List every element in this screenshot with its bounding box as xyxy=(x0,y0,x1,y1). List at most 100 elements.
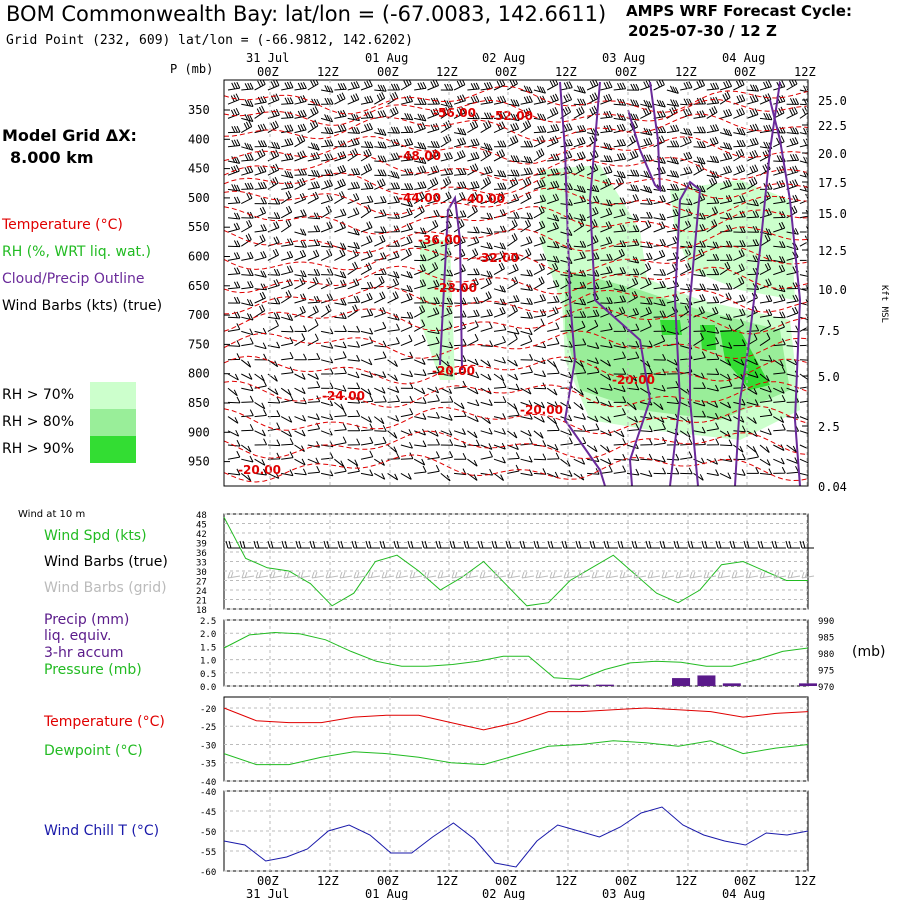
wind-barb xyxy=(374,268,387,276)
wind-barb xyxy=(613,82,627,91)
legend-rh: RH (%, WRT liq. wat.) xyxy=(2,244,151,260)
wind-barb xyxy=(773,416,785,424)
wind-barb xyxy=(773,126,786,134)
wind-barb xyxy=(586,444,598,453)
wind-barb xyxy=(360,292,373,304)
wind-barb xyxy=(294,468,307,476)
wind-barb xyxy=(281,366,294,375)
wind-barb xyxy=(600,253,613,261)
wind-barb xyxy=(227,164,240,176)
wind-barb xyxy=(759,294,773,304)
wind-barb xyxy=(773,264,786,276)
wind-chill-line xyxy=(223,806,809,868)
wind-barb xyxy=(454,410,467,418)
wind-barb xyxy=(573,458,586,465)
wind-barb xyxy=(719,430,731,438)
wind-barb xyxy=(414,241,427,249)
wind-barb xyxy=(454,210,467,219)
wind-barb-10m xyxy=(365,540,380,549)
wind-barb xyxy=(600,93,613,105)
wind-barb xyxy=(613,408,626,418)
wind-barb xyxy=(600,124,613,134)
wind-barb xyxy=(493,456,506,464)
wind-barb xyxy=(281,393,294,403)
wind-barb xyxy=(414,413,427,420)
wind-barb xyxy=(520,107,533,119)
wind-barb xyxy=(573,338,587,347)
wind-barb xyxy=(520,155,533,164)
temperature-contour xyxy=(224,113,808,142)
wind-barb xyxy=(281,325,294,333)
bottom-hour-label: 00Z xyxy=(377,874,399,888)
pressure-line xyxy=(223,631,809,680)
wind-barb xyxy=(240,359,252,368)
wind-barb xyxy=(693,472,704,481)
wind-barb xyxy=(320,342,334,349)
wind-barb-10m xyxy=(225,540,240,549)
wind-barb xyxy=(533,430,544,439)
wind-barb xyxy=(587,195,600,205)
wind-barb xyxy=(640,211,653,219)
wind-barb xyxy=(600,444,611,453)
wind-barb-grid xyxy=(605,571,619,579)
precip-bar xyxy=(570,684,589,686)
wind-barb xyxy=(374,340,387,348)
height-tick-label: 15.0 xyxy=(818,207,847,221)
wind-barb xyxy=(613,248,625,261)
wind-barb xyxy=(307,80,319,91)
wind-barb xyxy=(387,250,400,261)
wind-barb xyxy=(533,236,546,247)
wind-barb xyxy=(294,150,307,162)
wind-barb xyxy=(560,105,572,119)
wind-barb xyxy=(600,458,612,465)
wind-barb xyxy=(467,151,480,162)
wind-barb-10m xyxy=(309,540,324,549)
wind-barb xyxy=(360,371,373,378)
wind-tick-label: 24 xyxy=(196,587,207,597)
wind-barb xyxy=(294,134,306,148)
wind-barb xyxy=(347,193,360,205)
wind-barb xyxy=(600,142,613,151)
wind-barb xyxy=(613,224,627,233)
wind-barb xyxy=(360,308,374,318)
wind-barb xyxy=(733,139,746,148)
wind-barb xyxy=(573,124,587,134)
wind-barb xyxy=(413,319,426,332)
wind-barb xyxy=(387,291,399,304)
wind-barb xyxy=(706,253,720,261)
temperature-contour xyxy=(224,265,808,295)
wind-barb xyxy=(799,428,808,434)
height-tick-label: 2.5 xyxy=(818,420,840,434)
wind-barb xyxy=(347,438,361,446)
wind-barb xyxy=(280,387,292,396)
wind-barb-grid xyxy=(241,571,255,579)
temperature-contour-label: -32.00 xyxy=(476,251,519,265)
wind-barb-10m xyxy=(659,540,674,549)
wind-barb xyxy=(573,213,586,222)
wind-barb xyxy=(440,414,453,421)
wind-barb xyxy=(586,357,599,365)
pressure-tick-label: 450 xyxy=(188,162,210,176)
wind-barb xyxy=(773,165,786,176)
wind-barb xyxy=(706,296,720,304)
height-tick-label: 5.0 xyxy=(818,370,840,384)
wind-barb xyxy=(573,219,585,233)
wind-barb xyxy=(267,359,279,368)
wind-barb xyxy=(227,353,241,361)
wind-barb xyxy=(227,416,239,424)
wind-barb xyxy=(626,83,640,91)
wind-barb xyxy=(440,176,452,190)
wind-barb xyxy=(493,140,507,148)
wind-barb xyxy=(653,436,666,446)
wind-barb xyxy=(653,213,666,221)
wind-barb xyxy=(467,387,479,395)
wind-barb xyxy=(799,415,808,421)
wind-barb xyxy=(440,191,452,205)
wind-barb xyxy=(533,135,546,148)
wind-barb xyxy=(254,438,268,446)
wind-barb xyxy=(720,254,733,261)
wind-barb xyxy=(387,444,398,453)
temperature-contour-label: -20.00 xyxy=(238,463,281,477)
wind-barb xyxy=(241,165,254,176)
cloud-outline-2 xyxy=(588,81,652,487)
